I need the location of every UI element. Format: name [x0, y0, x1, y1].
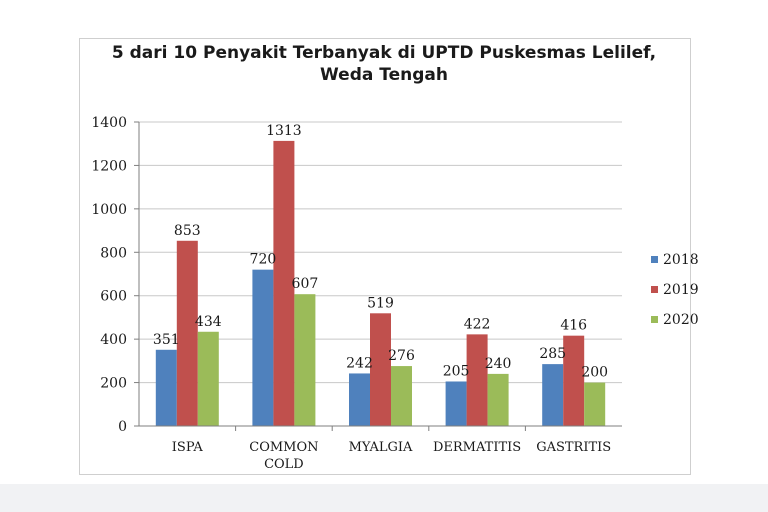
y-tick-labels: 0 200 400 600 800 1000 1200 1400 [91, 115, 127, 435]
x-tick-label: COMMON [249, 440, 318, 455]
bar [563, 335, 585, 426]
x-tick-label: COLD [264, 457, 304, 472]
legend-swatch [651, 256, 658, 263]
y-tick-label: 600 [100, 289, 127, 305]
chart-title: 5 dari 10 Penyakit Terbanyak di UPTD Pus… [79, 42, 689, 86]
bar [252, 269, 274, 426]
bar [370, 313, 391, 426]
legend: 2018 2019 2020 [651, 252, 699, 328]
legend-swatch [651, 316, 658, 323]
data-label: 276 [388, 348, 415, 364]
data-label: 200 [581, 365, 608, 381]
y-tick-label: 200 [100, 376, 127, 392]
axes [134, 121, 622, 431]
value-labels: 351 853 434 720 1313 607 242 519 276 205 422 240 285… [153, 123, 608, 381]
bar [391, 366, 412, 426]
data-label: 416 [560, 318, 587, 334]
bar [466, 334, 488, 426]
y-tick-label: 800 [100, 245, 127, 261]
bar [155, 349, 177, 426]
data-label: 351 [153, 332, 180, 348]
bar [542, 364, 564, 426]
legend-label: 2020 [663, 312, 699, 328]
data-label: 434 [195, 314, 222, 330]
bar [445, 381, 467, 426]
legend-label: 2019 [663, 282, 699, 298]
x-tick-labels: ISPA COMMON COLD MYALGIA DERMATITIS GASTRITIS [172, 440, 611, 472]
chart-title-line2: Weda Tengah [320, 65, 448, 85]
bar [176, 240, 198, 426]
data-label: 422 [464, 316, 491, 332]
bar [197, 331, 219, 426]
chart-title-line1: 5 dari 10 Penyakit Terbanyak di UPTD Pus… [111, 43, 657, 63]
x-tick-label: DERMATITIS [433, 440, 521, 455]
y-tick-label: 400 [100, 332, 127, 348]
legend-swatch [651, 286, 658, 293]
bar [273, 140, 295, 427]
data-label: 285 [539, 346, 566, 362]
y-tick-label: 1400 [91, 115, 127, 131]
data-label: 607 [292, 276, 319, 292]
bars [155, 140, 606, 427]
x-tick-label: ISPA [172, 440, 204, 455]
y-tick-label: 1200 [91, 158, 127, 174]
data-label: 853 [174, 223, 201, 239]
bar [294, 294, 316, 426]
bar [349, 373, 370, 426]
page-bottom-band [0, 484, 768, 512]
data-label: 205 [443, 363, 470, 379]
data-label: 720 [250, 252, 277, 268]
y-tick-label: 0 [118, 419, 127, 435]
x-tick-label: MYALGIA [349, 440, 413, 455]
bar [487, 373, 509, 426]
y-tick-label: 1000 [91, 202, 127, 218]
data-label: 1313 [266, 123, 302, 139]
bar [584, 382, 606, 426]
data-label: 519 [367, 295, 394, 311]
x-tick-label: GASTRITIS [536, 440, 611, 455]
data-label: 242 [346, 355, 373, 371]
data-label: 240 [485, 356, 512, 372]
legend-label: 2018 [663, 252, 699, 268]
